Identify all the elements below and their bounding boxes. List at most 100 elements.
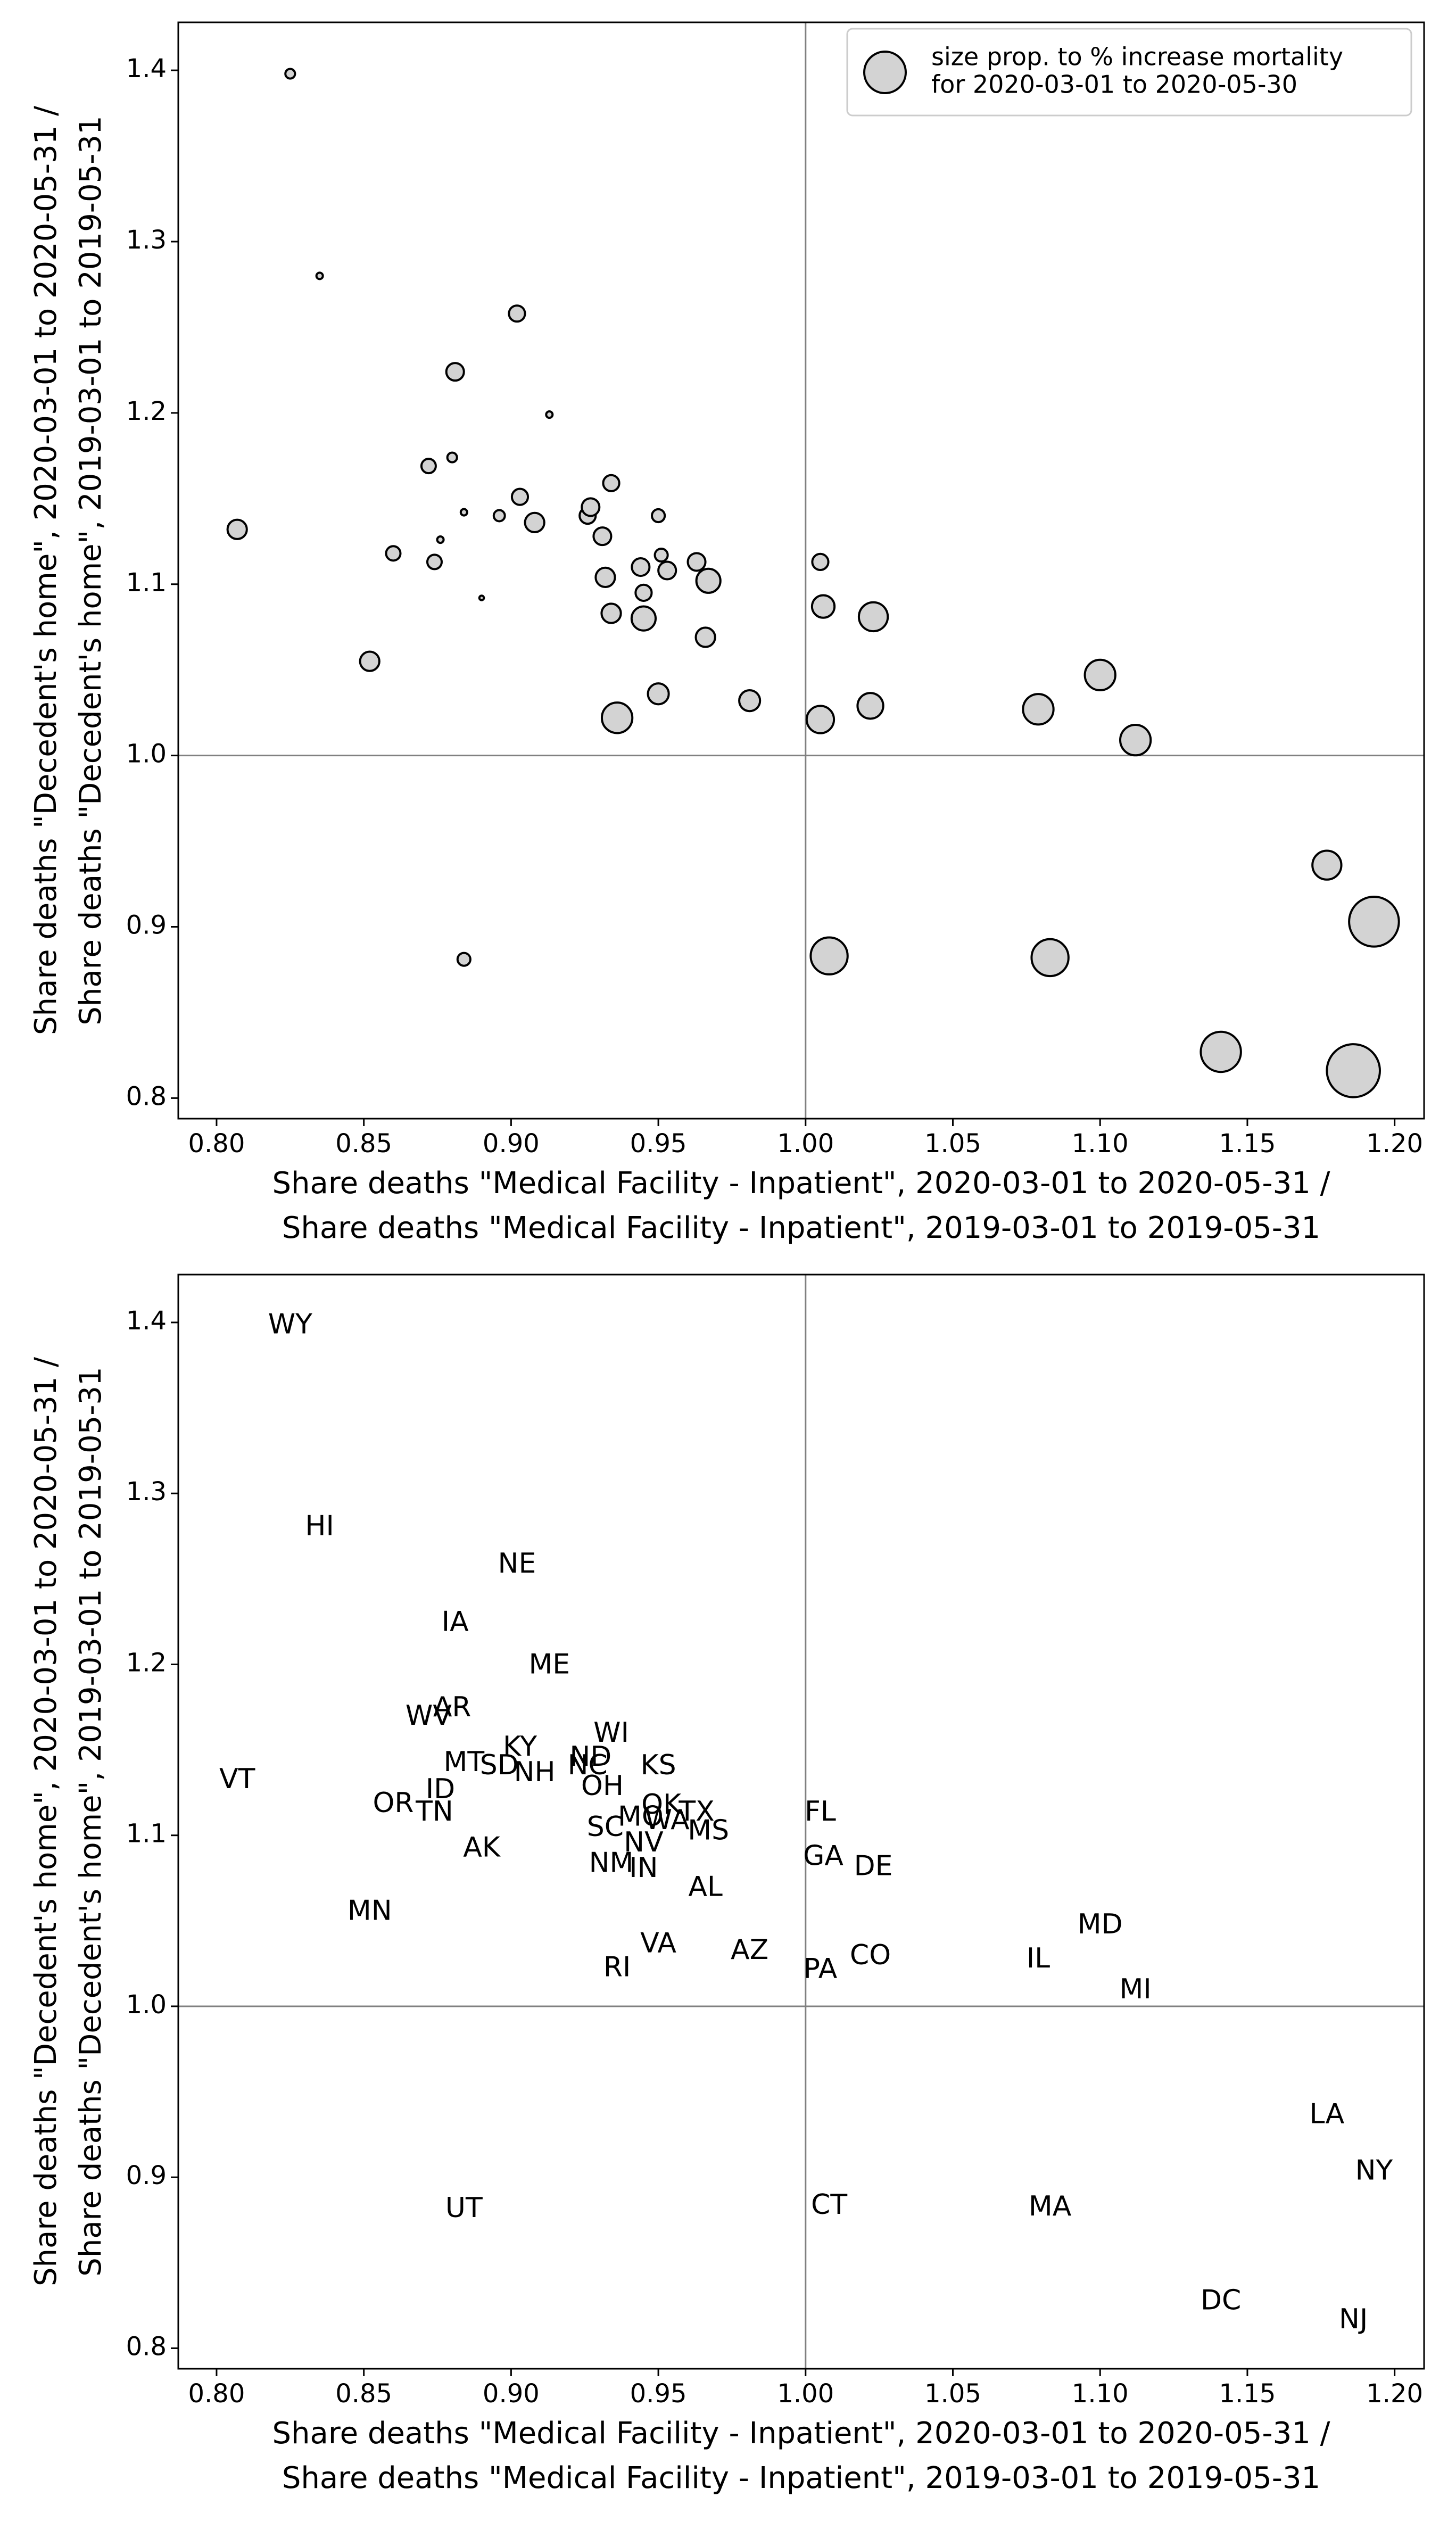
bubble <box>594 566 616 588</box>
bubble <box>600 701 634 734</box>
point-label: WV <box>406 1700 452 1732</box>
y-axis-label: Share deaths "Decedent's home", 2019-03-… <box>73 1367 108 2276</box>
point-label: TX <box>678 1796 714 1828</box>
bubble <box>1083 658 1116 691</box>
point-label: WA <box>645 1804 690 1836</box>
point-label: NJ <box>1339 2303 1368 2335</box>
chart: 0.80 0.85 0.90 0.95 1.00 1.05 1.10 1.15 1.20 0.8 0… <box>29 1274 1425 2495</box>
bubble <box>581 497 601 517</box>
x-axis-label: Share deaths "Medical Facility - Inpatie… <box>272 2416 1330 2451</box>
bubble <box>600 602 622 624</box>
bubble <box>446 451 458 464</box>
point-label: FL <box>805 1796 836 1828</box>
point-label: DE <box>854 1850 893 1882</box>
bubble <box>524 511 545 533</box>
point-label: ID <box>426 1773 455 1805</box>
point-label: MA <box>1029 2190 1072 2222</box>
point-label: MO <box>618 1801 664 1833</box>
x-tick-label: 0.85 <box>335 1129 392 1159</box>
y-axis-label: Share deaths "Decedent's home", 2019-03-… <box>73 115 108 1025</box>
point-label: LA <box>1309 2098 1344 2130</box>
x-axis-label: Share deaths "Medical Facility - Inpatie… <box>282 2461 1320 2495</box>
y-tick-label: 0.8 <box>126 1081 167 1111</box>
y-tick-label: 1.1 <box>126 568 167 598</box>
x-tick-label: 1.10 <box>1072 1129 1129 1159</box>
point-label: IA <box>442 1606 469 1638</box>
bubble <box>385 545 402 562</box>
bubble <box>508 304 526 323</box>
x-tick-label: 1.10 <box>1072 2379 1129 2409</box>
y-tick-label: 1.1 <box>126 1819 167 1849</box>
bubble <box>420 458 437 475</box>
x-tick-label: 1.00 <box>777 2379 834 2409</box>
bubble <box>478 594 485 601</box>
y-tick-label: 1.4 <box>126 1306 167 1336</box>
point-label: ND <box>569 1741 611 1773</box>
x-tick-label: 1.15 <box>1219 1129 1276 1159</box>
bubble <box>630 605 657 632</box>
bubble <box>809 936 849 975</box>
point-label: OH <box>581 1770 624 1802</box>
point-label: AR <box>433 1691 471 1723</box>
point-label: MD <box>1078 1908 1123 1940</box>
bubble <box>1022 693 1055 726</box>
bubble <box>510 487 530 506</box>
bubble <box>651 508 666 524</box>
point-label: TN <box>415 1796 453 1828</box>
bubble <box>436 535 445 544</box>
bubble <box>634 583 653 602</box>
point-label: HI <box>305 1510 334 1542</box>
bubble <box>856 692 884 720</box>
point-label: NE <box>498 1548 536 1580</box>
point-label: PA <box>804 1953 838 1985</box>
bubble <box>657 560 677 581</box>
bubble <box>1199 1030 1242 1073</box>
y-tick-label: 1.0 <box>126 739 167 769</box>
y-tick-label: 0.9 <box>126 911 167 940</box>
y-tick-label: 1.3 <box>126 1477 167 1507</box>
x-tick-label: 1.00 <box>777 1129 834 1159</box>
bubble <box>1119 724 1152 757</box>
bubble <box>492 509 506 523</box>
y-tick-label: 1.0 <box>126 1990 167 2020</box>
point-label: CT <box>811 2189 847 2221</box>
x-tick-label: 0.80 <box>188 2379 245 2409</box>
x-tick-label: 0.90 <box>483 2379 540 2409</box>
point-label: AL <box>688 1871 723 1903</box>
bubble <box>1348 896 1400 948</box>
point-label: NH <box>514 1756 556 1788</box>
point-label: SD <box>480 1749 519 1781</box>
plot-frame <box>177 1274 1425 2370</box>
bubble <box>1326 1043 1381 1098</box>
x-tick-label: 0.90 <box>483 1129 540 1159</box>
legend-marker <box>863 51 907 94</box>
point-label: NM <box>589 1847 634 1879</box>
x-tick-label: 1.05 <box>924 2379 981 2409</box>
bubble <box>315 271 324 280</box>
point-label: UT <box>445 2192 483 2224</box>
bubble <box>226 518 248 540</box>
point-label: NV <box>624 1826 664 1858</box>
point-label: AZ <box>731 1934 768 1966</box>
bubble <box>694 626 716 648</box>
bubble <box>695 567 722 594</box>
bubble <box>810 594 836 619</box>
bubble <box>811 552 830 572</box>
chart: 0.80 0.85 0.90 0.95 1.00 1.05 1.10 1.15 1.20 0.8 0… <box>29 21 1425 1245</box>
bubble <box>686 552 707 572</box>
plot-frame <box>177 21 1425 1120</box>
x-tick-label: 0.80 <box>188 1129 245 1159</box>
point-label: MS <box>688 1814 729 1846</box>
bubble <box>602 474 621 492</box>
point-label: KS <box>641 1749 676 1781</box>
point-label: SC <box>587 1811 624 1843</box>
x-tick-label: 0.95 <box>630 2379 687 2409</box>
point-label: NC <box>568 1749 608 1781</box>
point-label: DC <box>1201 2285 1241 2317</box>
point-label: OR <box>373 1787 413 1819</box>
bubble <box>631 557 651 577</box>
point-label: AK <box>463 1831 501 1863</box>
point-label: WY <box>268 1308 312 1340</box>
